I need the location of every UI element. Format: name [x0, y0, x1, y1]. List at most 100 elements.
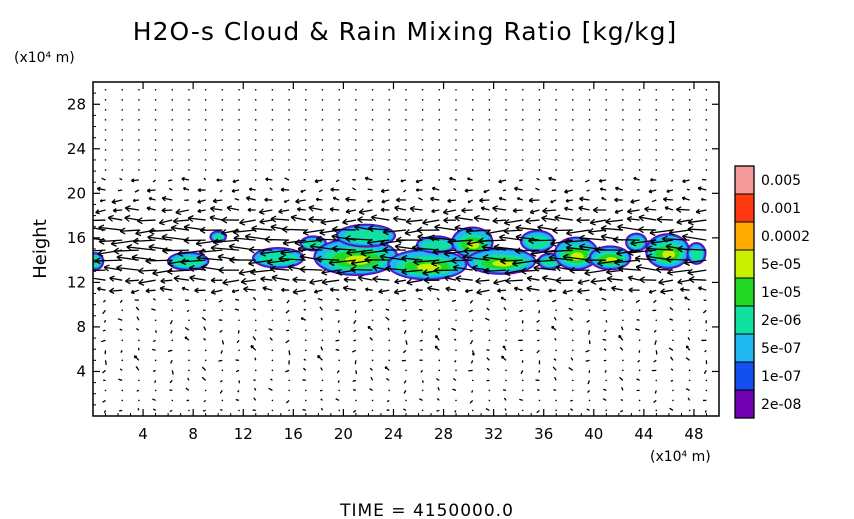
- wind-arrow-head: [212, 241, 219, 246]
- wind-arrow: [357, 218, 373, 221]
- wind-arrow-head: [158, 218, 164, 224]
- wind-arrow: [620, 399, 624, 402]
- wind-arrow-head: [687, 272, 694, 276]
- wind-arrow-head: [188, 264, 195, 269]
- wind-dot: [588, 159, 591, 161]
- wind-arrow-head: [292, 276, 298, 281]
- wind-arrow: [239, 219, 256, 224]
- wind-dot: [388, 88, 391, 91]
- wind-dot: [321, 339, 324, 342]
- wind-arrow-head: [232, 181, 236, 184]
- wind-arrow-head: [94, 260, 101, 265]
- wind-arrow: [201, 376, 207, 381]
- wind-arrow-head: [248, 246, 255, 251]
- wind-arrow-head: [492, 220, 499, 225]
- wind-arrow-head: [380, 243, 387, 247]
- wind-dot: [421, 389, 424, 392]
- wind-arrow-head: [393, 215, 399, 220]
- wind-arrow-head: [665, 243, 672, 247]
- wind-arrow: [403, 408, 407, 411]
- wind-arrow-head: [578, 205, 584, 209]
- wind-dot: [188, 319, 190, 322]
- wind-dot: [655, 319, 658, 322]
- wind-arrow: [536, 177, 540, 181]
- wind-arrow-head: [97, 253, 104, 257]
- wind-dot: [288, 319, 290, 322]
- wind-arrow-head: [308, 216, 315, 220]
- wind-arrow-head: [668, 232, 675, 236]
- wind-arrow-head: [77, 249, 82, 252]
- wind-dot: [104, 88, 107, 91]
- wind-dot: [455, 129, 457, 131]
- wind-arrow: [493, 279, 507, 284]
- wind-dot: [672, 129, 674, 131]
- wind-arrow: [138, 279, 156, 284]
- wind-arrow: [370, 376, 374, 381]
- wind-dot: [405, 88, 407, 91]
- wind-dot: [338, 169, 340, 171]
- wind-arrow-head: [515, 224, 522, 229]
- wind-arrow-head: [221, 232, 228, 237]
- colorbar-label: 0.0002: [761, 229, 810, 245]
- wind-arrow-head: [422, 222, 429, 226]
- wind-arrow-head: [270, 215, 277, 220]
- wind-arrow: [468, 309, 473, 313]
- wind-arrow: [386, 178, 390, 181]
- wind-dot: [555, 109, 557, 111]
- wind-arrow-head: [650, 242, 657, 246]
- wind-dot: [555, 129, 557, 131]
- wind-arrow-head: [498, 197, 502, 201]
- wind-dot: [638, 109, 641, 111]
- wind-arrow-head: [137, 220, 143, 225]
- wind-arrow-head: [417, 233, 424, 238]
- wind-dot: [555, 349, 557, 352]
- wind-dot: [455, 169, 457, 171]
- wind-dot: [622, 179, 624, 181]
- wind-arrow-head: [381, 201, 386, 204]
- wind-arrow-head: [250, 271, 256, 276]
- wind-arrow: [421, 380, 424, 383]
- wind-arrow-head: [599, 188, 603, 191]
- wind-arrow: [603, 388, 607, 391]
- wind-arrow-head: [677, 248, 683, 253]
- wind-dot: [688, 409, 691, 412]
- wind-arrow: [131, 289, 140, 294]
- wind-arrow: [97, 187, 106, 191]
- wind-arrow-head: [292, 288, 298, 293]
- wind-dot: [655, 169, 658, 171]
- wind-dot: [138, 99, 140, 101]
- wind-arrow-head: [616, 253, 623, 257]
- wind-arrow-head: [131, 256, 138, 262]
- wind-arrow-head: [183, 224, 190, 228]
- wind-arrow: [117, 189, 123, 192]
- wind-dot: [688, 159, 691, 161]
- wind-arrow-head: [552, 229, 558, 234]
- wind-dot: [338, 149, 340, 151]
- wind-dot: [555, 309, 557, 312]
- wind-arrow: [288, 350, 291, 356]
- wind-arrow-head: [103, 264, 110, 268]
- wind-arrow: [627, 217, 640, 221]
- wind-arrow: [381, 189, 390, 193]
- wind-dot: [171, 149, 174, 151]
- wind-arrow-head: [404, 229, 410, 234]
- wind-arrow-head: [344, 235, 351, 239]
- wind-arrow-head: [687, 218, 694, 224]
- wind-arrow-head: [260, 276, 266, 280]
- wind-dot: [204, 99, 207, 101]
- wind-arrow-head: [210, 277, 216, 281]
- wind-arrow: [528, 239, 557, 242]
- wind-dot: [538, 149, 541, 151]
- wind-arrow: [566, 246, 590, 251]
- wind-arrow: [222, 279, 240, 284]
- wind-arrow-head: [187, 217, 194, 223]
- wind-arrow: [570, 399, 573, 402]
- wind-arrow-head: [342, 287, 348, 292]
- wind-arrow: [314, 179, 323, 183]
- wind-arrow-head: [394, 291, 400, 295]
- wind-arrow: [93, 219, 106, 222]
- wind-arrow: [469, 329, 473, 332]
- wind-dot: [521, 379, 524, 382]
- wind-dot: [572, 119, 574, 121]
- wind-dot: [271, 309, 274, 312]
